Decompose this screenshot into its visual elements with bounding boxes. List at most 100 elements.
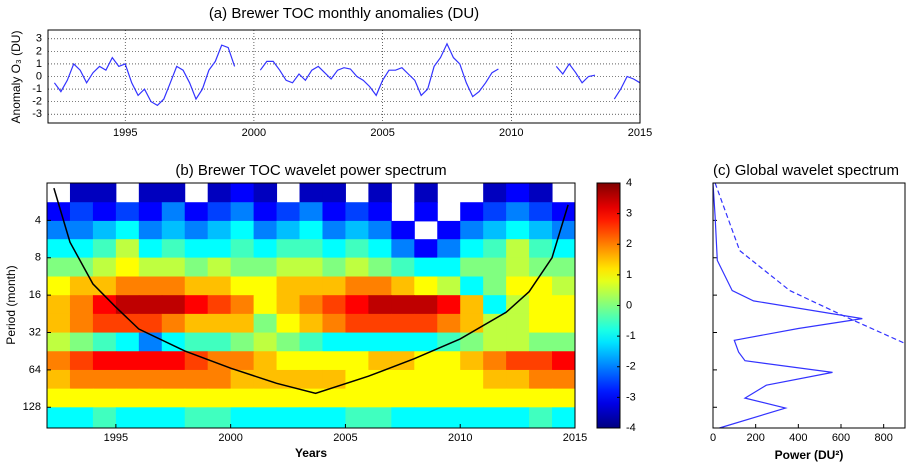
power-cell bbox=[207, 407, 232, 429]
power-cell bbox=[460, 332, 484, 352]
power-cell bbox=[299, 295, 323, 315]
power-cell bbox=[276, 388, 301, 408]
power-cell bbox=[414, 257, 438, 277]
colorbar-tick-label: 0 bbox=[626, 299, 632, 311]
x-tick-label: 2015 bbox=[563, 432, 587, 444]
power-cell bbox=[368, 220, 392, 240]
power-cell bbox=[230, 388, 255, 408]
power-cell bbox=[506, 313, 530, 334]
y-tick-label: 128 bbox=[23, 401, 41, 413]
x-tick-label: 2010 bbox=[448, 432, 472, 444]
power-cell bbox=[138, 257, 163, 277]
y-tick-label: 16 bbox=[29, 289, 41, 301]
power-cell bbox=[115, 276, 140, 296]
power-cell bbox=[69, 388, 94, 408]
power-cell bbox=[184, 351, 209, 371]
power-cell bbox=[437, 257, 461, 277]
power-cell bbox=[414, 388, 438, 408]
panel-b-ylabel: Period (month) bbox=[4, 265, 18, 344]
power-cell bbox=[69, 257, 94, 277]
power-cell bbox=[368, 202, 392, 222]
power-cell bbox=[391, 407, 415, 429]
power-cell bbox=[483, 369, 507, 390]
power-cell bbox=[276, 239, 301, 259]
power-cell bbox=[506, 388, 530, 408]
power-cell bbox=[322, 183, 346, 203]
power-cell bbox=[483, 388, 507, 408]
power-cell bbox=[437, 332, 461, 352]
power-cell bbox=[253, 239, 278, 259]
power-cell bbox=[460, 313, 484, 334]
power-cell bbox=[529, 220, 553, 240]
power-cell bbox=[437, 369, 461, 390]
power-cell bbox=[552, 332, 576, 352]
power-cell bbox=[322, 332, 346, 352]
y-tick-label: 8 bbox=[35, 252, 41, 264]
power-cell bbox=[253, 276, 278, 296]
axes-frame bbox=[712, 182, 906, 429]
power-cell bbox=[276, 313, 301, 334]
axes-frame bbox=[46, 182, 576, 429]
power-cell bbox=[437, 313, 461, 334]
power-cell bbox=[138, 295, 163, 315]
panel-b-xlabel: Years bbox=[295, 446, 327, 460]
power-cell bbox=[230, 407, 255, 429]
power-cell bbox=[138, 220, 163, 240]
power-cell bbox=[368, 332, 392, 352]
power-cell bbox=[506, 369, 530, 390]
power-cell bbox=[92, 183, 117, 203]
power-cell bbox=[437, 220, 461, 240]
power-cell bbox=[253, 202, 278, 222]
power-cell bbox=[92, 332, 117, 352]
colorbar-tick-label: 3 bbox=[626, 208, 632, 220]
power-cell bbox=[207, 220, 232, 240]
power-cell bbox=[368, 369, 392, 390]
power-cell bbox=[506, 332, 530, 352]
power-cell bbox=[115, 202, 140, 222]
x-tick-label: 2000 bbox=[242, 127, 266, 139]
power-cell bbox=[460, 257, 484, 277]
power-cell bbox=[322, 202, 346, 222]
power-cell bbox=[115, 369, 140, 390]
power-cell bbox=[552, 276, 576, 296]
power-cell bbox=[161, 276, 186, 296]
power-cell bbox=[138, 388, 163, 408]
power-cell bbox=[115, 332, 140, 352]
power-cell bbox=[161, 257, 186, 277]
x-tick-label: 1995 bbox=[113, 127, 137, 139]
power-cell bbox=[414, 332, 438, 352]
power-cell bbox=[207, 183, 232, 203]
power-cell bbox=[391, 388, 415, 408]
power-cell bbox=[299, 276, 323, 296]
power-cell bbox=[115, 257, 140, 277]
power-cell bbox=[506, 276, 530, 296]
power-cell bbox=[529, 202, 553, 222]
power-cell bbox=[47, 313, 71, 334]
power-cell bbox=[47, 239, 71, 259]
power-cell bbox=[460, 407, 484, 429]
power-cell bbox=[207, 388, 232, 408]
power-cell bbox=[253, 220, 278, 240]
power-cell bbox=[345, 313, 369, 334]
power-cell bbox=[391, 313, 415, 334]
power-cell bbox=[483, 202, 507, 222]
power-cell bbox=[345, 332, 369, 352]
power-cell bbox=[414, 276, 438, 296]
power-cell bbox=[161, 313, 186, 334]
power-cell bbox=[230, 351, 255, 371]
power-cell bbox=[115, 351, 140, 371]
power-cell bbox=[47, 295, 71, 315]
power-cell bbox=[69, 369, 94, 390]
power-cell bbox=[483, 276, 507, 296]
power-cell bbox=[437, 276, 461, 296]
power-cell bbox=[47, 276, 71, 296]
power-cell bbox=[483, 183, 507, 203]
power-cell bbox=[69, 202, 94, 222]
power-cell bbox=[345, 239, 369, 259]
power-cell bbox=[184, 332, 209, 352]
power-cell bbox=[276, 351, 301, 371]
power-cell bbox=[460, 295, 484, 315]
power-cell bbox=[115, 388, 140, 408]
power-cell bbox=[299, 407, 323, 429]
power-cell bbox=[529, 407, 553, 429]
